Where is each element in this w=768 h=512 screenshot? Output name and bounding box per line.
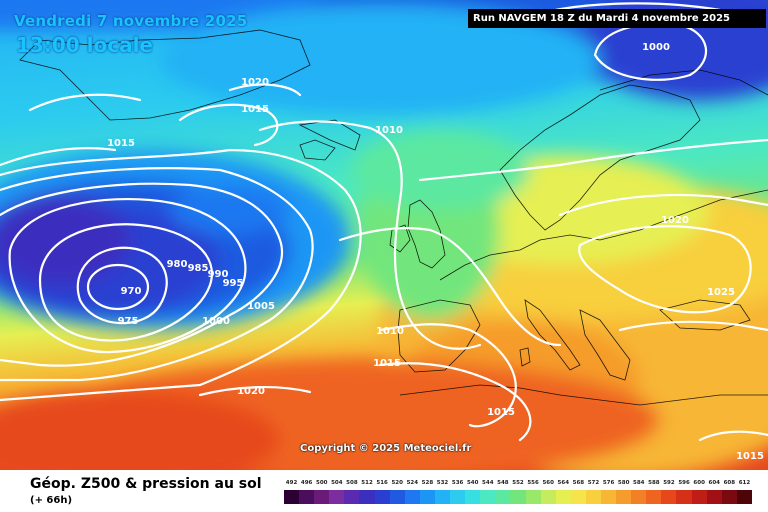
legend-swatch — [676, 490, 692, 504]
isobar-label: 1015 — [373, 358, 401, 369]
legend-label: 520 — [391, 480, 403, 486]
legend-label: 600 — [693, 480, 705, 486]
legend-swatch — [299, 490, 315, 504]
legend-label: 580 — [617, 480, 630, 486]
legend-labels: 492 496 500 504 508 512 516 520 524 528 532 536 540 5… — [282, 480, 754, 488]
legend-swatch — [314, 490, 330, 504]
legend-label: 548 — [497, 480, 509, 486]
legend-label: 496 — [300, 480, 313, 486]
legend-swatch — [585, 490, 601, 504]
forecast-time: 13:00 locale — [16, 33, 153, 57]
legend-label: 532 — [436, 480, 449, 486]
legend-swatch — [284, 490, 300, 504]
legend-label: 516 — [376, 480, 388, 486]
isobar-label: 1020 — [237, 386, 265, 397]
legend-label: 584 — [633, 480, 645, 486]
legend-label: 560 — [542, 480, 554, 486]
isobar-label: 1020 — [241, 77, 269, 88]
legend-label: 512 — [361, 480, 373, 486]
isobar-label: 990 — [208, 269, 229, 280]
legend-swatch — [706, 490, 722, 504]
isobar-label: 1015 — [241, 104, 269, 115]
legend-swatch — [540, 490, 556, 504]
isobar-label: 1010 — [376, 326, 404, 337]
legend-swatch — [616, 490, 632, 504]
isobar-label: 1000 — [202, 316, 230, 327]
isobar-label: 1000 — [642, 42, 670, 53]
isobar-label: 1005 — [247, 301, 275, 312]
isobar-label: 975 — [118, 316, 139, 327]
legend-label: 576 — [602, 480, 615, 486]
legend-swatch — [631, 490, 647, 504]
legend-swatch — [344, 490, 360, 504]
legend-label: 572 — [587, 480, 600, 486]
isobar-label: 970 — [121, 286, 142, 297]
isobar-label: 980 — [167, 259, 188, 270]
legend-label: 540 — [466, 480, 479, 486]
legend-swatch — [374, 490, 390, 504]
chart-subtitle: (+ 66h) — [30, 495, 73, 506]
isobar-label: 985 — [188, 263, 209, 274]
legend-label: 552 — [512, 480, 524, 486]
legend-swatch — [736, 490, 752, 504]
legend-label: 568 — [572, 480, 585, 486]
legend-swatch — [359, 490, 375, 504]
z500-field — [0, 0, 768, 470]
copyright: Copyright © 2025 Meteociel.fr — [300, 443, 472, 454]
legend-swatch — [691, 490, 707, 504]
legend-swatch — [661, 490, 677, 504]
legend-swatch — [329, 490, 345, 504]
legend-label: 564 — [557, 480, 570, 486]
legend-label: 556 — [527, 480, 539, 486]
legend-swatch — [434, 490, 451, 504]
legend-label: 604 — [708, 480, 720, 486]
isobar-label: 1015 — [736, 451, 764, 462]
legend-swatch — [404, 490, 420, 504]
isobar-label: 1015 — [107, 138, 135, 149]
legend-swatch — [555, 490, 571, 504]
legend-label: 504 — [331, 480, 343, 486]
legend-label: 592 — [663, 480, 675, 486]
run-info: Run NAVGEM 18 Z du Mardi 4 novembre 2025 — [468, 9, 766, 28]
isobar-label: 1015 — [487, 407, 515, 418]
coastlines — [19, 29, 768, 406]
legend-swatch — [450, 490, 466, 504]
color-legend — [284, 490, 752, 504]
legend-label: 608 — [723, 480, 736, 486]
legend-label: 492 — [285, 480, 298, 486]
forecast-date: Vendredi 7 novembre 2025 — [14, 12, 248, 30]
isobar-label: 1020 — [661, 215, 689, 226]
legend-label: 524 — [406, 480, 419, 486]
legend-swatch — [419, 490, 435, 504]
legend-label: 500 — [315, 480, 328, 486]
legend-label: 612 — [738, 480, 751, 486]
legend-label: 536 — [451, 480, 464, 486]
chart-title: Géop. Z500 & pression au sol — [30, 476, 262, 492]
legend-label: 508 — [346, 480, 358, 486]
isobars — [0, 2, 768, 442]
legend-swatch — [495, 490, 511, 504]
legend-label: 528 — [421, 480, 434, 486]
isobar-label: 1010 — [375, 125, 403, 136]
legend-label: 544 — [482, 480, 494, 486]
legend-swatch — [721, 490, 737, 504]
legend-swatch — [480, 490, 496, 504]
isobar-label: 995 — [223, 278, 244, 289]
legend-swatch — [510, 490, 526, 504]
legend-swatch — [600, 490, 617, 504]
legend-swatch — [570, 490, 586, 504]
isobar-label: 1025 — [707, 287, 735, 298]
legend-swatch — [525, 490, 541, 504]
legend-label: 596 — [678, 480, 690, 486]
legend-label: 588 — [648, 480, 660, 486]
legend-swatch — [389, 490, 405, 504]
legend-swatch — [465, 490, 481, 504]
legend-swatch — [646, 490, 662, 504]
